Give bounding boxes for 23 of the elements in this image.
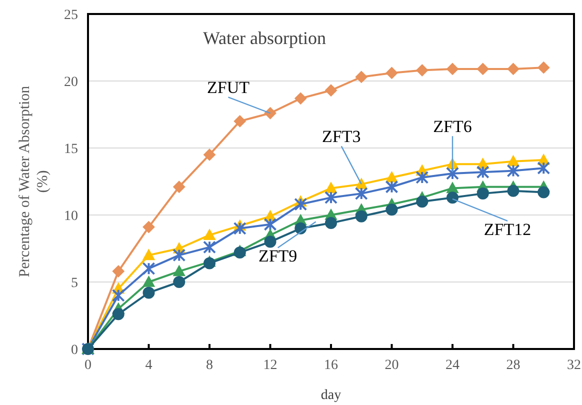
x-tick-label: 32 [567,358,581,373]
annotation: ZFT3 [322,127,361,146]
y-tick-label: 25 [64,8,78,23]
text: Water absorption [203,28,326,48]
x-tick-label: 0 [84,358,92,373]
y-tick-label: 10 [64,209,78,224]
x-tick-label: 28 [506,358,520,373]
x-tick-label: 4 [145,358,152,373]
x-tick-label: 16 [324,358,338,373]
annotation: ZFT6 [433,117,472,136]
annotation: ZFT12 [484,220,532,239]
x-tick-label: 12 [263,358,278,373]
x-tick-label: 20 [384,358,399,373]
annotation: ZFT9 [258,246,298,266]
x-tick-label: 24 [446,358,460,373]
x-tick-label: 8 [206,358,213,373]
y-tick-label: 0 [71,343,78,358]
y-axis-title: Percentage of Water Absorption (%) [17,85,51,278]
y-tick-label: 5 [71,276,78,291]
annotation: ZFUT [207,78,250,98]
y-tick-label: 15 [64,142,78,157]
y-tick-label: 20 [64,75,78,90]
x-axis-title: day [320,388,342,403]
